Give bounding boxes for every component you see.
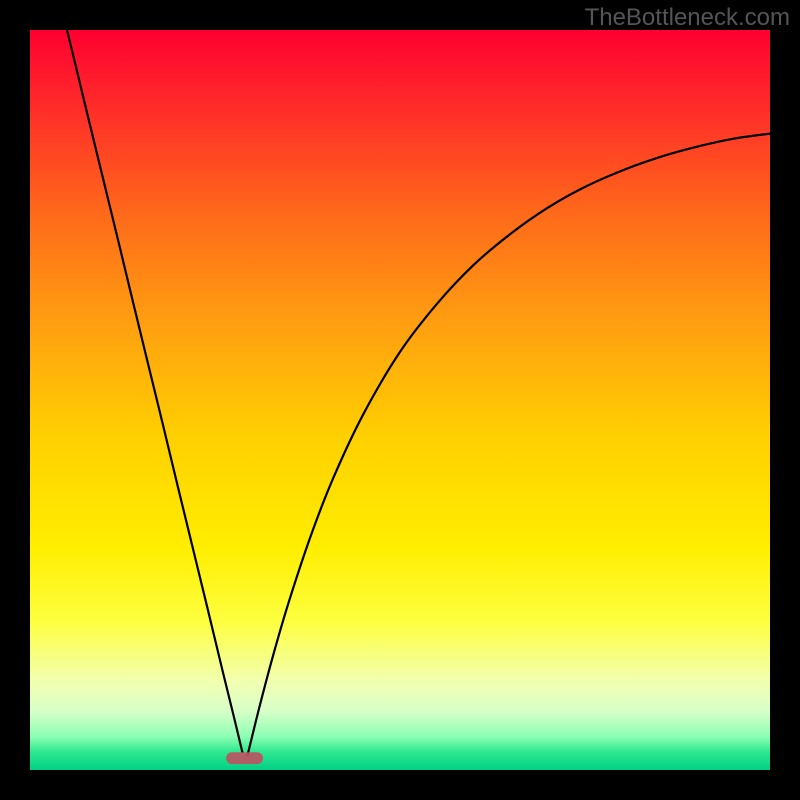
chart-svg xyxy=(30,30,770,770)
chart-container: TheBottleneck.com xyxy=(0,0,800,800)
gradient-background xyxy=(30,30,770,770)
watermark-text: TheBottleneck.com xyxy=(585,4,790,32)
plot-area xyxy=(30,30,770,770)
optimal-marker xyxy=(226,752,263,764)
